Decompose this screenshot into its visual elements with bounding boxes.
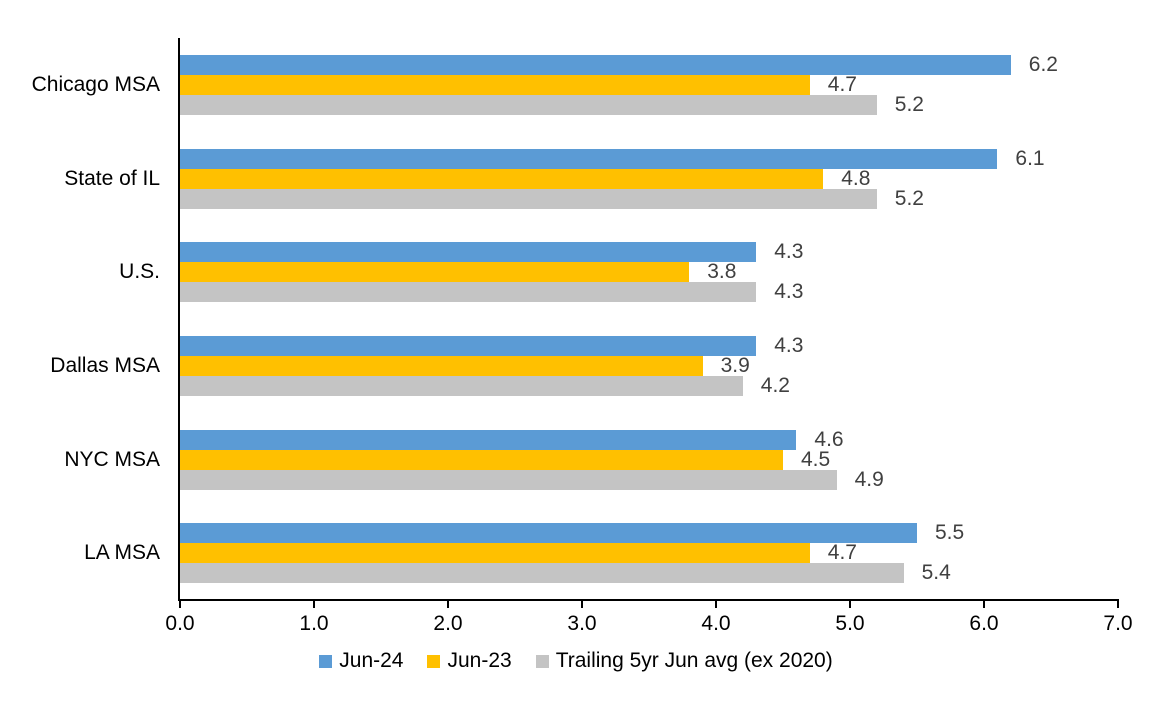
bar-group: 6.1 4.8 5.2 (180, 132, 1118, 226)
legend-item: Jun-24 (319, 649, 403, 673)
bar-value-label: 4.9 (854, 467, 884, 491)
bar-trailing-5yr-jun-avg-ex-2020: 4.2 (180, 374, 790, 397)
bar-value-label: 3.8 (707, 260, 737, 284)
legend-label: Jun-23 (447, 649, 512, 672)
category-label: Dallas MSA (50, 353, 160, 377)
bar-jun-24: 4.3 (180, 240, 803, 263)
legend-label: Trailing 5yr Jun avg (ex 2020) (555, 649, 833, 672)
x-tick-mark (715, 601, 717, 608)
bar-group: 5.5 4.7 5.4 (180, 506, 1118, 600)
x-tick-mark (983, 601, 985, 608)
x-axis-ticks: 0.0 1.0 2.0 3.0 4.0 5.0 6.0 7.0 (165, 601, 1133, 641)
bar-value-label: 4.3 (774, 333, 804, 357)
bar-value-label: 6.1 (1015, 146, 1045, 170)
bar-group: 6.2 4.7 5.2 (180, 38, 1118, 132)
bar-trailing-5yr-jun-avg-ex-2020: 5.2 (180, 187, 924, 210)
y-axis-line (178, 38, 180, 601)
bar-value-label: 4.6 (814, 427, 844, 451)
bar-trailing-5yr-jun-avg-ex-2020: 4.3 (180, 280, 803, 303)
bar-trailing-5yr-jun-avg-ex-2020: 4.9 (180, 468, 884, 491)
bar-group: 4.6 4.5 4.9 (180, 413, 1118, 507)
x-tick-mark (581, 601, 583, 608)
x-tick-label: 7.0 (1103, 612, 1133, 635)
category-label: Chicago MSA (31, 72, 160, 96)
x-tick-mark (849, 601, 851, 608)
category-label: LA MSA (84, 541, 160, 565)
bar-value-label: 4.3 (774, 240, 804, 264)
legend-swatch-icon (535, 654, 549, 668)
bar-group-row: U.S. 4.3 3.8 4.3 (0, 225, 1118, 319)
bar-value-label: 5.4 (921, 561, 951, 585)
bar-group: 4.3 3.8 4.3 (180, 225, 1118, 319)
x-axis-line (178, 599, 1119, 601)
x-tick-label: 0.0 (165, 612, 195, 635)
x-tick-label: 3.0 (567, 612, 597, 635)
legend-label: Jun-24 (339, 649, 404, 672)
legend-item: Jun-23 (427, 649, 512, 673)
x-tick-label: 5.0 (835, 612, 865, 635)
bar-jun-23: 4.7 (180, 73, 857, 96)
legend-item: Trailing 5yr Jun avg (ex 2020) (535, 649, 833, 673)
bar-jun-24: 6.2 (180, 53, 1058, 76)
bar-value-label: 4.8 (841, 166, 871, 190)
bar-value-label: 4.7 (827, 72, 857, 96)
bar-jun-23: 3.8 (180, 260, 736, 283)
bar-trailing-5yr-jun-avg-ex-2020: 5.4 (180, 561, 951, 584)
bar-group: 4.3 3.9 4.2 (180, 319, 1118, 413)
x-tick-label: 4.0 (701, 612, 731, 635)
bar-jun-23: 3.9 (180, 354, 750, 377)
bar-group-row: NYC MSA 4.6 4.5 4.9 (0, 413, 1118, 507)
bar-value-label: 4.3 (774, 280, 804, 304)
x-tick-mark (313, 601, 315, 608)
category-label: U.S. (119, 260, 160, 284)
bar-rows: Chicago MSA 6.2 4.7 5.2 State of IL 6.1 4.8 5.2… (0, 38, 1118, 600)
bar-value-label: 4.5 (801, 447, 831, 471)
x-tick-label: 1.0 (299, 612, 329, 635)
bar-jun-24: 5.5 (180, 521, 964, 544)
bar-group-row: Dallas MSA 4.3 3.9 4.2 (0, 319, 1118, 413)
x-tick-mark (447, 601, 449, 608)
bar-value-label: 5.2 (894, 92, 924, 116)
bar-value-label: 3.9 (720, 353, 750, 377)
x-tick-mark (179, 601, 181, 608)
bar-jun-24: 4.6 (180, 428, 844, 451)
x-tick-label: 6.0 (969, 612, 999, 635)
x-tick-label: 2.0 (433, 612, 463, 635)
bar-trailing-5yr-jun-avg-ex-2020: 5.2 (180, 93, 924, 116)
bar-group-row: Chicago MSA 6.2 4.7 5.2 (0, 38, 1118, 132)
bar-value-label: 4.2 (760, 373, 790, 397)
bar-value-label: 5.5 (935, 521, 965, 545)
bar-value-label: 6.2 (1028, 52, 1058, 76)
legend-swatch-icon (319, 654, 333, 668)
x-tick-mark (1117, 601, 1119, 608)
bar-jun-24: 4.3 (180, 334, 803, 357)
bar-jun-24: 6.1 (180, 147, 1045, 170)
bar-jun-23: 4.8 (180, 167, 870, 190)
category-label: NYC MSA (64, 447, 160, 471)
bar-value-label: 5.2 (894, 186, 924, 210)
bar-value-label: 4.7 (827, 541, 857, 565)
category-label: State of IL (64, 166, 160, 190)
chart-legend: Jun-24 Jun-23 Trailing 5yr Jun avg (ex 202… (0, 649, 1152, 673)
bar-group-row: State of IL 6.1 4.8 5.2 (0, 132, 1118, 226)
legend-swatch-icon (427, 654, 441, 668)
bar-jun-23: 4.5 (180, 448, 830, 471)
bar-jun-23: 4.7 (180, 541, 857, 564)
bar-group-row: LA MSA 5.5 4.7 5.4 (0, 506, 1118, 600)
